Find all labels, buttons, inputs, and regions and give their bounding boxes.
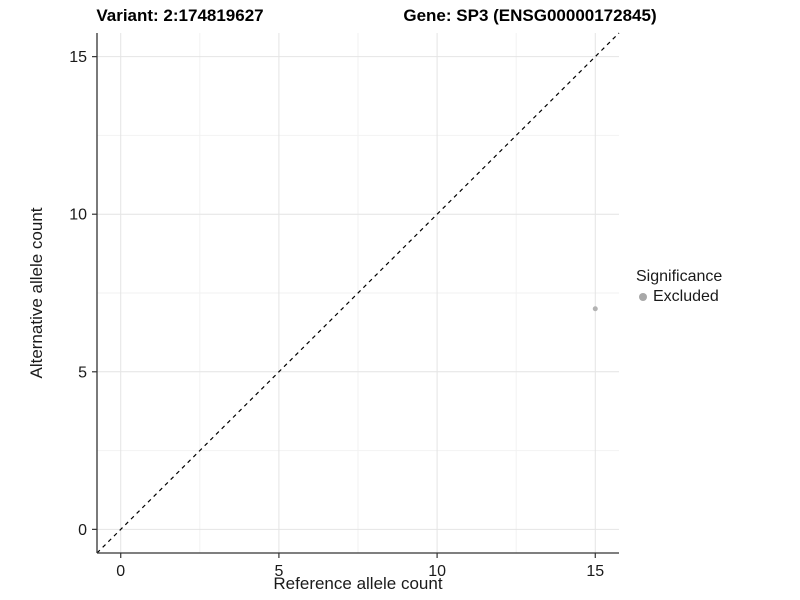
- y-tick-label: 15: [69, 49, 87, 66]
- legend-key-dot-icon: [639, 293, 647, 301]
- x-tick-label: 10: [428, 563, 446, 580]
- y-tick-label: 0: [78, 522, 87, 539]
- x-tick-label: 15: [586, 563, 604, 580]
- plot-title-variant: Variant: 2:174819627: [96, 6, 264, 25]
- legend: Significance Excluded: [636, 268, 722, 306]
- x-tick-label: 5: [274, 563, 283, 580]
- legend-title: Significance: [636, 268, 723, 285]
- plot-title-gene: Gene: SP3 (ENSG00000172845): [403, 6, 657, 25]
- legend-item-label: Excluded: [653, 288, 719, 305]
- x-axis-title: Reference allele count: [273, 574, 443, 593]
- identity-reference-line: [96, 32, 620, 554]
- x-tick-label: 0: [116, 563, 125, 580]
- y-tick-label: 5: [78, 364, 87, 381]
- legend-item-excluded: Excluded: [636, 288, 722, 306]
- data-point-excluded: [592, 306, 598, 312]
- y-axis-title: Alternative allele count: [27, 207, 46, 379]
- y-tick-label: 10: [69, 207, 87, 224]
